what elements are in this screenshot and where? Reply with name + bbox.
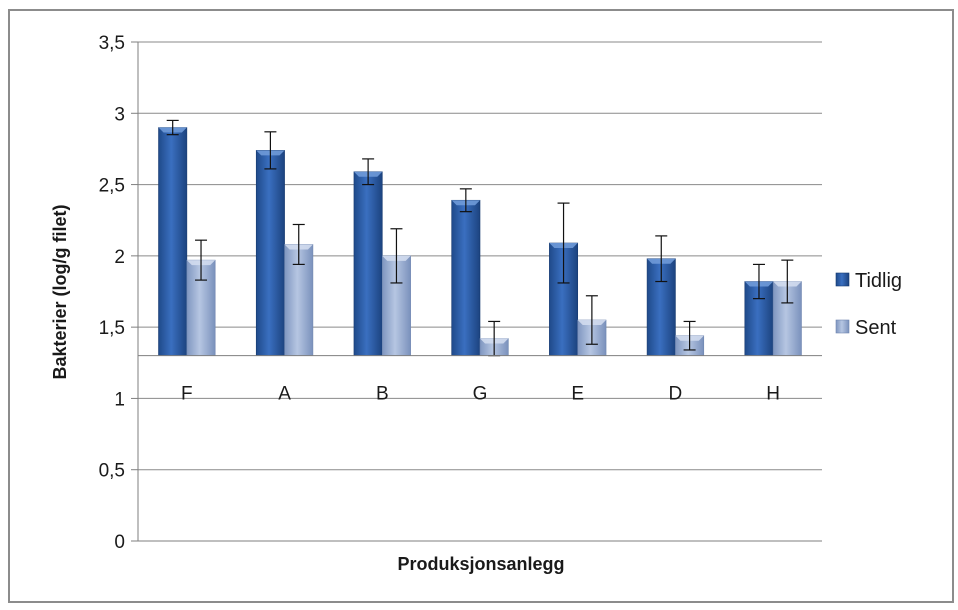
x-axis-title: Produksjonsanlegg — [397, 554, 564, 574]
bar-tidlig-b — [353, 171, 383, 356]
chart-border — [8, 9, 954, 603]
bar-tidlig-g — [451, 199, 481, 356]
category-label: B — [376, 384, 389, 405]
y-tick-labels: 0 0,5 1 1,5 2 2,5 3 3,5 — [99, 33, 125, 553]
y-tick-label: 1,5 — [99, 318, 125, 339]
legend-label-tidlig: Tidlig — [855, 270, 902, 292]
legend-label-sent: Sent — [855, 317, 897, 339]
y-tick-label: 0 — [114, 532, 125, 553]
y-tick-label: 1 — [114, 389, 125, 410]
category-label: G — [473, 384, 488, 405]
bar-tidlig-f — [158, 127, 188, 356]
y-tick-label: 2 — [114, 247, 125, 268]
category-label: D — [669, 384, 683, 405]
y-axis-title: Bakterier (log/g filet) — [50, 204, 70, 379]
legend: Tidlig Sent — [835, 270, 902, 339]
legend-swatch-tidlig — [835, 272, 850, 287]
category-label: F — [181, 384, 193, 405]
category-label: H — [766, 384, 780, 405]
category-label: E — [571, 384, 584, 405]
y-tick-label: 2,5 — [99, 176, 125, 197]
y-tick-label: 3,5 — [99, 33, 125, 54]
bars — [138, 119, 822, 357]
y-tick-label: 3 — [114, 104, 125, 125]
legend-swatch-sent — [835, 319, 850, 334]
bar-tidlig-a — [255, 150, 285, 356]
y-tick-label: 0,5 — [99, 461, 125, 482]
category-label: A — [278, 384, 291, 405]
